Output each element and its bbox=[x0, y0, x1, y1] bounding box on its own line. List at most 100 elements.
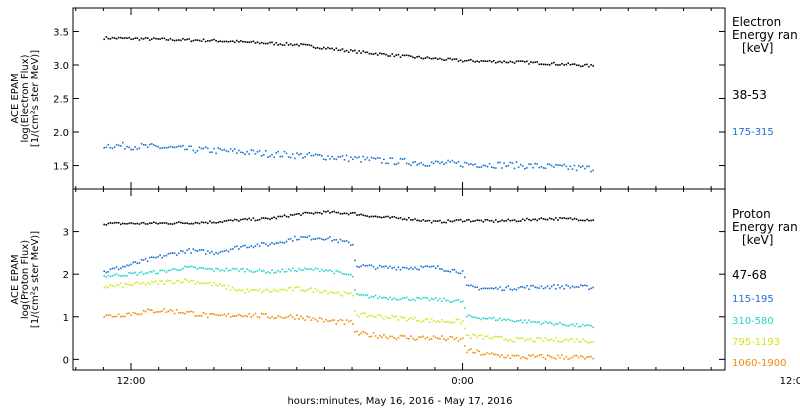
data-point bbox=[265, 272, 267, 274]
data-point bbox=[569, 64, 572, 66]
data-point bbox=[318, 47, 321, 50]
data-point bbox=[492, 353, 495, 356]
data-point bbox=[590, 324, 592, 327]
data-point bbox=[362, 264, 364, 266]
data-point bbox=[265, 313, 267, 315]
data-point bbox=[128, 312, 130, 314]
data-point bbox=[420, 220, 422, 222]
data-point bbox=[169, 280, 172, 282]
data-point bbox=[463, 327, 466, 330]
data-point bbox=[364, 294, 367, 297]
data-point bbox=[424, 265, 427, 268]
data-point bbox=[316, 47, 319, 49]
data-point bbox=[188, 265, 190, 268]
data-point bbox=[269, 41, 271, 44]
data-point bbox=[124, 315, 126, 318]
data-point bbox=[236, 219, 238, 221]
data-point bbox=[588, 355, 590, 358]
data-point bbox=[186, 279, 188, 281]
data-point bbox=[437, 220, 439, 222]
data-point bbox=[167, 146, 170, 149]
data-point bbox=[350, 244, 352, 246]
data-point bbox=[188, 311, 190, 313]
data-point bbox=[248, 41, 250, 44]
data-point bbox=[366, 215, 369, 217]
data-point bbox=[198, 315, 201, 317]
data-point bbox=[248, 217, 250, 220]
data-point bbox=[511, 354, 514, 357]
data-point bbox=[488, 337, 491, 339]
data-point bbox=[120, 145, 122, 147]
data-point bbox=[360, 332, 362, 335]
data-point bbox=[161, 256, 163, 259]
data-point bbox=[590, 341, 592, 343]
data-point bbox=[511, 340, 514, 343]
data-point bbox=[308, 152, 311, 154]
data-point bbox=[256, 270, 259, 272]
data-point bbox=[393, 215, 396, 218]
data-point bbox=[219, 269, 221, 272]
data-point bbox=[488, 316, 491, 319]
data-point bbox=[466, 284, 468, 286]
data-point bbox=[567, 217, 570, 220]
data-point bbox=[439, 162, 441, 165]
data-point bbox=[304, 156, 306, 158]
data-point bbox=[329, 47, 331, 50]
data-point bbox=[227, 150, 230, 153]
data-point bbox=[463, 276, 466, 279]
y-tick-label: 0 bbox=[63, 355, 69, 366]
data-point bbox=[184, 252, 186, 254]
data-point bbox=[200, 40, 203, 42]
data-point bbox=[281, 268, 284, 271]
data-point bbox=[244, 314, 246, 317]
data-point bbox=[279, 315, 282, 318]
data-point bbox=[219, 251, 221, 253]
data-point bbox=[422, 335, 425, 338]
data-point bbox=[401, 54, 404, 56]
data-point bbox=[526, 167, 528, 169]
data-point bbox=[227, 312, 230, 315]
data-point bbox=[105, 276, 108, 278]
data-point bbox=[200, 315, 203, 317]
data-point bbox=[430, 161, 433, 164]
data-point bbox=[530, 163, 532, 165]
data-point bbox=[410, 55, 412, 57]
data-point bbox=[463, 220, 466, 223]
data-point bbox=[577, 64, 580, 67]
data-point bbox=[372, 315, 375, 318]
data-point bbox=[196, 315, 199, 317]
data-point bbox=[488, 59, 491, 62]
data-point bbox=[590, 355, 592, 358]
data-point bbox=[312, 213, 315, 215]
data-point bbox=[470, 284, 472, 287]
data-point bbox=[546, 218, 549, 221]
data-point bbox=[109, 38, 112, 40]
data-point bbox=[325, 48, 327, 50]
data-point bbox=[244, 244, 246, 247]
data-point bbox=[105, 224, 108, 226]
data-point bbox=[571, 338, 574, 340]
data-point bbox=[333, 158, 335, 160]
data-point bbox=[221, 250, 224, 253]
data-point bbox=[418, 297, 420, 299]
data-point bbox=[453, 58, 456, 60]
data-point bbox=[285, 215, 288, 218]
data-point bbox=[499, 355, 501, 358]
data-point bbox=[548, 163, 551, 166]
data-point bbox=[267, 156, 269, 158]
data-point bbox=[360, 213, 362, 216]
data-point bbox=[329, 320, 331, 322]
data-point bbox=[229, 269, 232, 271]
data-point bbox=[250, 219, 253, 221]
data-point bbox=[213, 282, 215, 284]
data-point bbox=[403, 335, 406, 337]
data-point bbox=[115, 221, 118, 224]
data-point bbox=[310, 44, 313, 47]
data-point bbox=[159, 280, 161, 283]
data-point bbox=[184, 278, 186, 280]
data-point bbox=[526, 321, 528, 324]
data-point bbox=[474, 352, 476, 354]
data-point bbox=[497, 221, 499, 223]
data-point bbox=[163, 146, 166, 149]
data-point bbox=[424, 337, 427, 340]
